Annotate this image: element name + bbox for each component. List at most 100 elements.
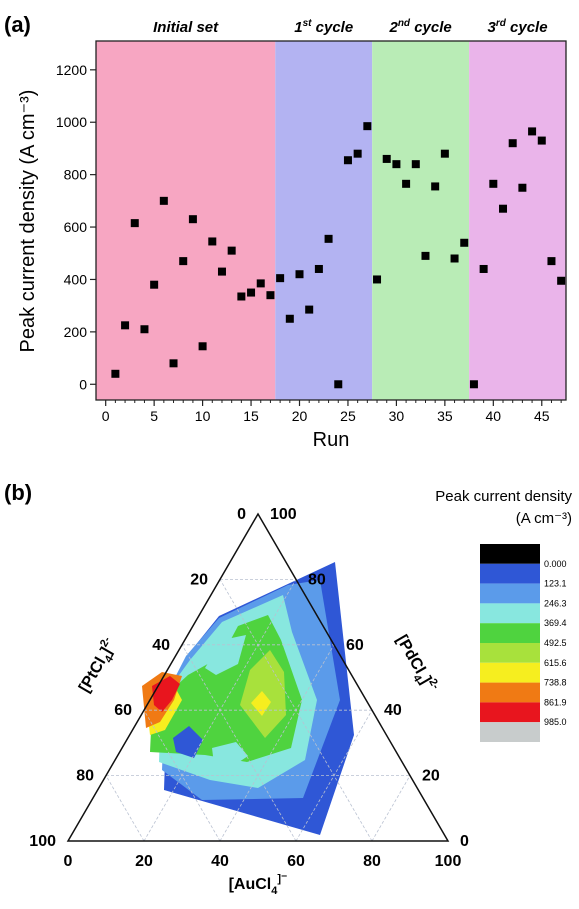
right-tick-label: 40 (384, 702, 402, 719)
region-label-2: 2nd cycle (388, 18, 451, 36)
left-tick-label: 100 (29, 833, 56, 850)
bottom-tick-label: 80 (363, 853, 381, 870)
point-run-36 (450, 254, 459, 263)
point-run-15 (247, 288, 256, 297)
x-tick-label: 10 (195, 408, 211, 424)
point-run-27 (363, 122, 372, 131)
bottom-tick-label: 20 (135, 853, 153, 870)
point-run-21 (305, 305, 314, 314)
point-run-17 (266, 291, 275, 300)
point-run-46 (547, 257, 556, 266)
right-axis-title: [PdCl4]2- (389, 631, 441, 698)
point-run-18 (276, 274, 285, 283)
point-run-34 (431, 182, 440, 191)
colorbar-swatch-0 (480, 544, 540, 564)
x-tick-label: 30 (389, 408, 405, 424)
y-tick-label: 800 (64, 167, 88, 183)
point-run-40 (489, 179, 498, 188)
ternary-gridline (143, 709, 221, 842)
point-run-22 (314, 264, 323, 273)
ternary-gridline (295, 709, 373, 842)
colorbar-level-label: 615.6 (544, 658, 567, 668)
colorbar-level-label: 492.5 (544, 638, 567, 648)
ternary-triangle (66, 512, 450, 842)
point-run-1 (111, 369, 120, 378)
x-tick-label: 45 (534, 408, 550, 424)
point-run-38 (469, 380, 478, 389)
contour-yellow-center (251, 691, 271, 716)
x-tick-label: 40 (486, 408, 502, 424)
ternary-gridline (181, 644, 297, 842)
point-run-29 (382, 154, 391, 163)
y-tick-label: 400 (64, 271, 88, 287)
region-band-1 (275, 41, 373, 400)
point-run-45 (537, 136, 546, 145)
point-run-23 (324, 234, 333, 243)
point-run-25 (343, 156, 352, 165)
point-run-35 (440, 149, 449, 158)
point-run-44 (528, 127, 537, 136)
y-tick-label: 0 (79, 376, 87, 392)
x-axis-ticks: 0 5 10 15 20 25 30 35 40 45 (102, 400, 562, 424)
bottom-tick-label: 40 (211, 853, 229, 870)
point-run-13 (227, 246, 236, 255)
x-tick-label: 25 (340, 408, 356, 424)
point-run-28 (373, 275, 382, 284)
colorbar-level-label: 0.000 (544, 559, 567, 569)
colorbar-level-label: 861.9 (544, 697, 567, 707)
region-label-1: 1st cycle (294, 18, 353, 36)
x-tick-label: 5 (150, 408, 158, 424)
colorbar-level-label: 985.0 (544, 717, 567, 727)
colorbar-unit: (A cm⁻³) (516, 510, 572, 527)
bottom-tick-label: 100 (435, 853, 462, 870)
region-band-2 (372, 41, 470, 400)
colorbar-level-label: 738.8 (544, 678, 567, 688)
point-run-37 (460, 238, 469, 247)
right-tick-label: 60 (346, 637, 364, 654)
colorbar-swatch-6 (480, 662, 540, 683)
left-tick-label: 40 (152, 637, 170, 654)
point-run-43 (518, 183, 527, 192)
point-run-47 (557, 276, 566, 285)
x-axis-title: Run (313, 429, 350, 451)
colorbar-swatch-3 (480, 603, 540, 624)
colorbar-swatch-1 (480, 563, 540, 584)
left-tick-label: 60 (114, 702, 132, 719)
point-run-41 (499, 204, 508, 213)
point-run-12 (217, 267, 226, 276)
bottom-tick-label: 60 (287, 853, 305, 870)
ternary-gridline (219, 644, 335, 842)
colorbar-level-label: 246.3 (544, 598, 567, 608)
ternary-contour-map (142, 562, 354, 835)
point-run-32 (411, 160, 420, 169)
ternary-gridline (371, 775, 411, 842)
bottom-tick-label: 0 (64, 853, 73, 870)
colorbar-level-label: 123.1 (544, 579, 567, 589)
point-run-5 (150, 280, 159, 289)
panel-a-label: (a) (4, 12, 31, 37)
point-run-31 (402, 179, 411, 188)
point-run-9 (188, 215, 197, 224)
ternary-gridlines (105, 579, 411, 842)
point-run-4 (140, 325, 149, 334)
bottom-axis-title: [AuCl4]⁻ (229, 871, 288, 897)
right-tick-label: 20 (422, 768, 440, 785)
point-run-3 (130, 219, 139, 228)
colorbar-swatch-4 (480, 623, 540, 643)
colorbar-swatch-8 (480, 702, 540, 723)
panel-b-label: (b) (4, 480, 32, 505)
y-tick-label: 600 (64, 219, 88, 235)
point-run-39 (479, 264, 488, 273)
point-run-2 (121, 321, 130, 330)
point-run-33 (421, 251, 430, 260)
plot-frame (95, 40, 567, 401)
point-run-10 (198, 342, 207, 351)
y-tick-label: 200 (64, 324, 88, 340)
point-run-26 (353, 149, 362, 158)
point-run-20 (295, 270, 304, 279)
point-run-6 (159, 196, 168, 205)
ternary-gridline (105, 775, 145, 842)
region-band-0 (96, 41, 276, 400)
left-tick-label: 80 (76, 768, 94, 785)
x-tick-label: 15 (243, 408, 259, 424)
